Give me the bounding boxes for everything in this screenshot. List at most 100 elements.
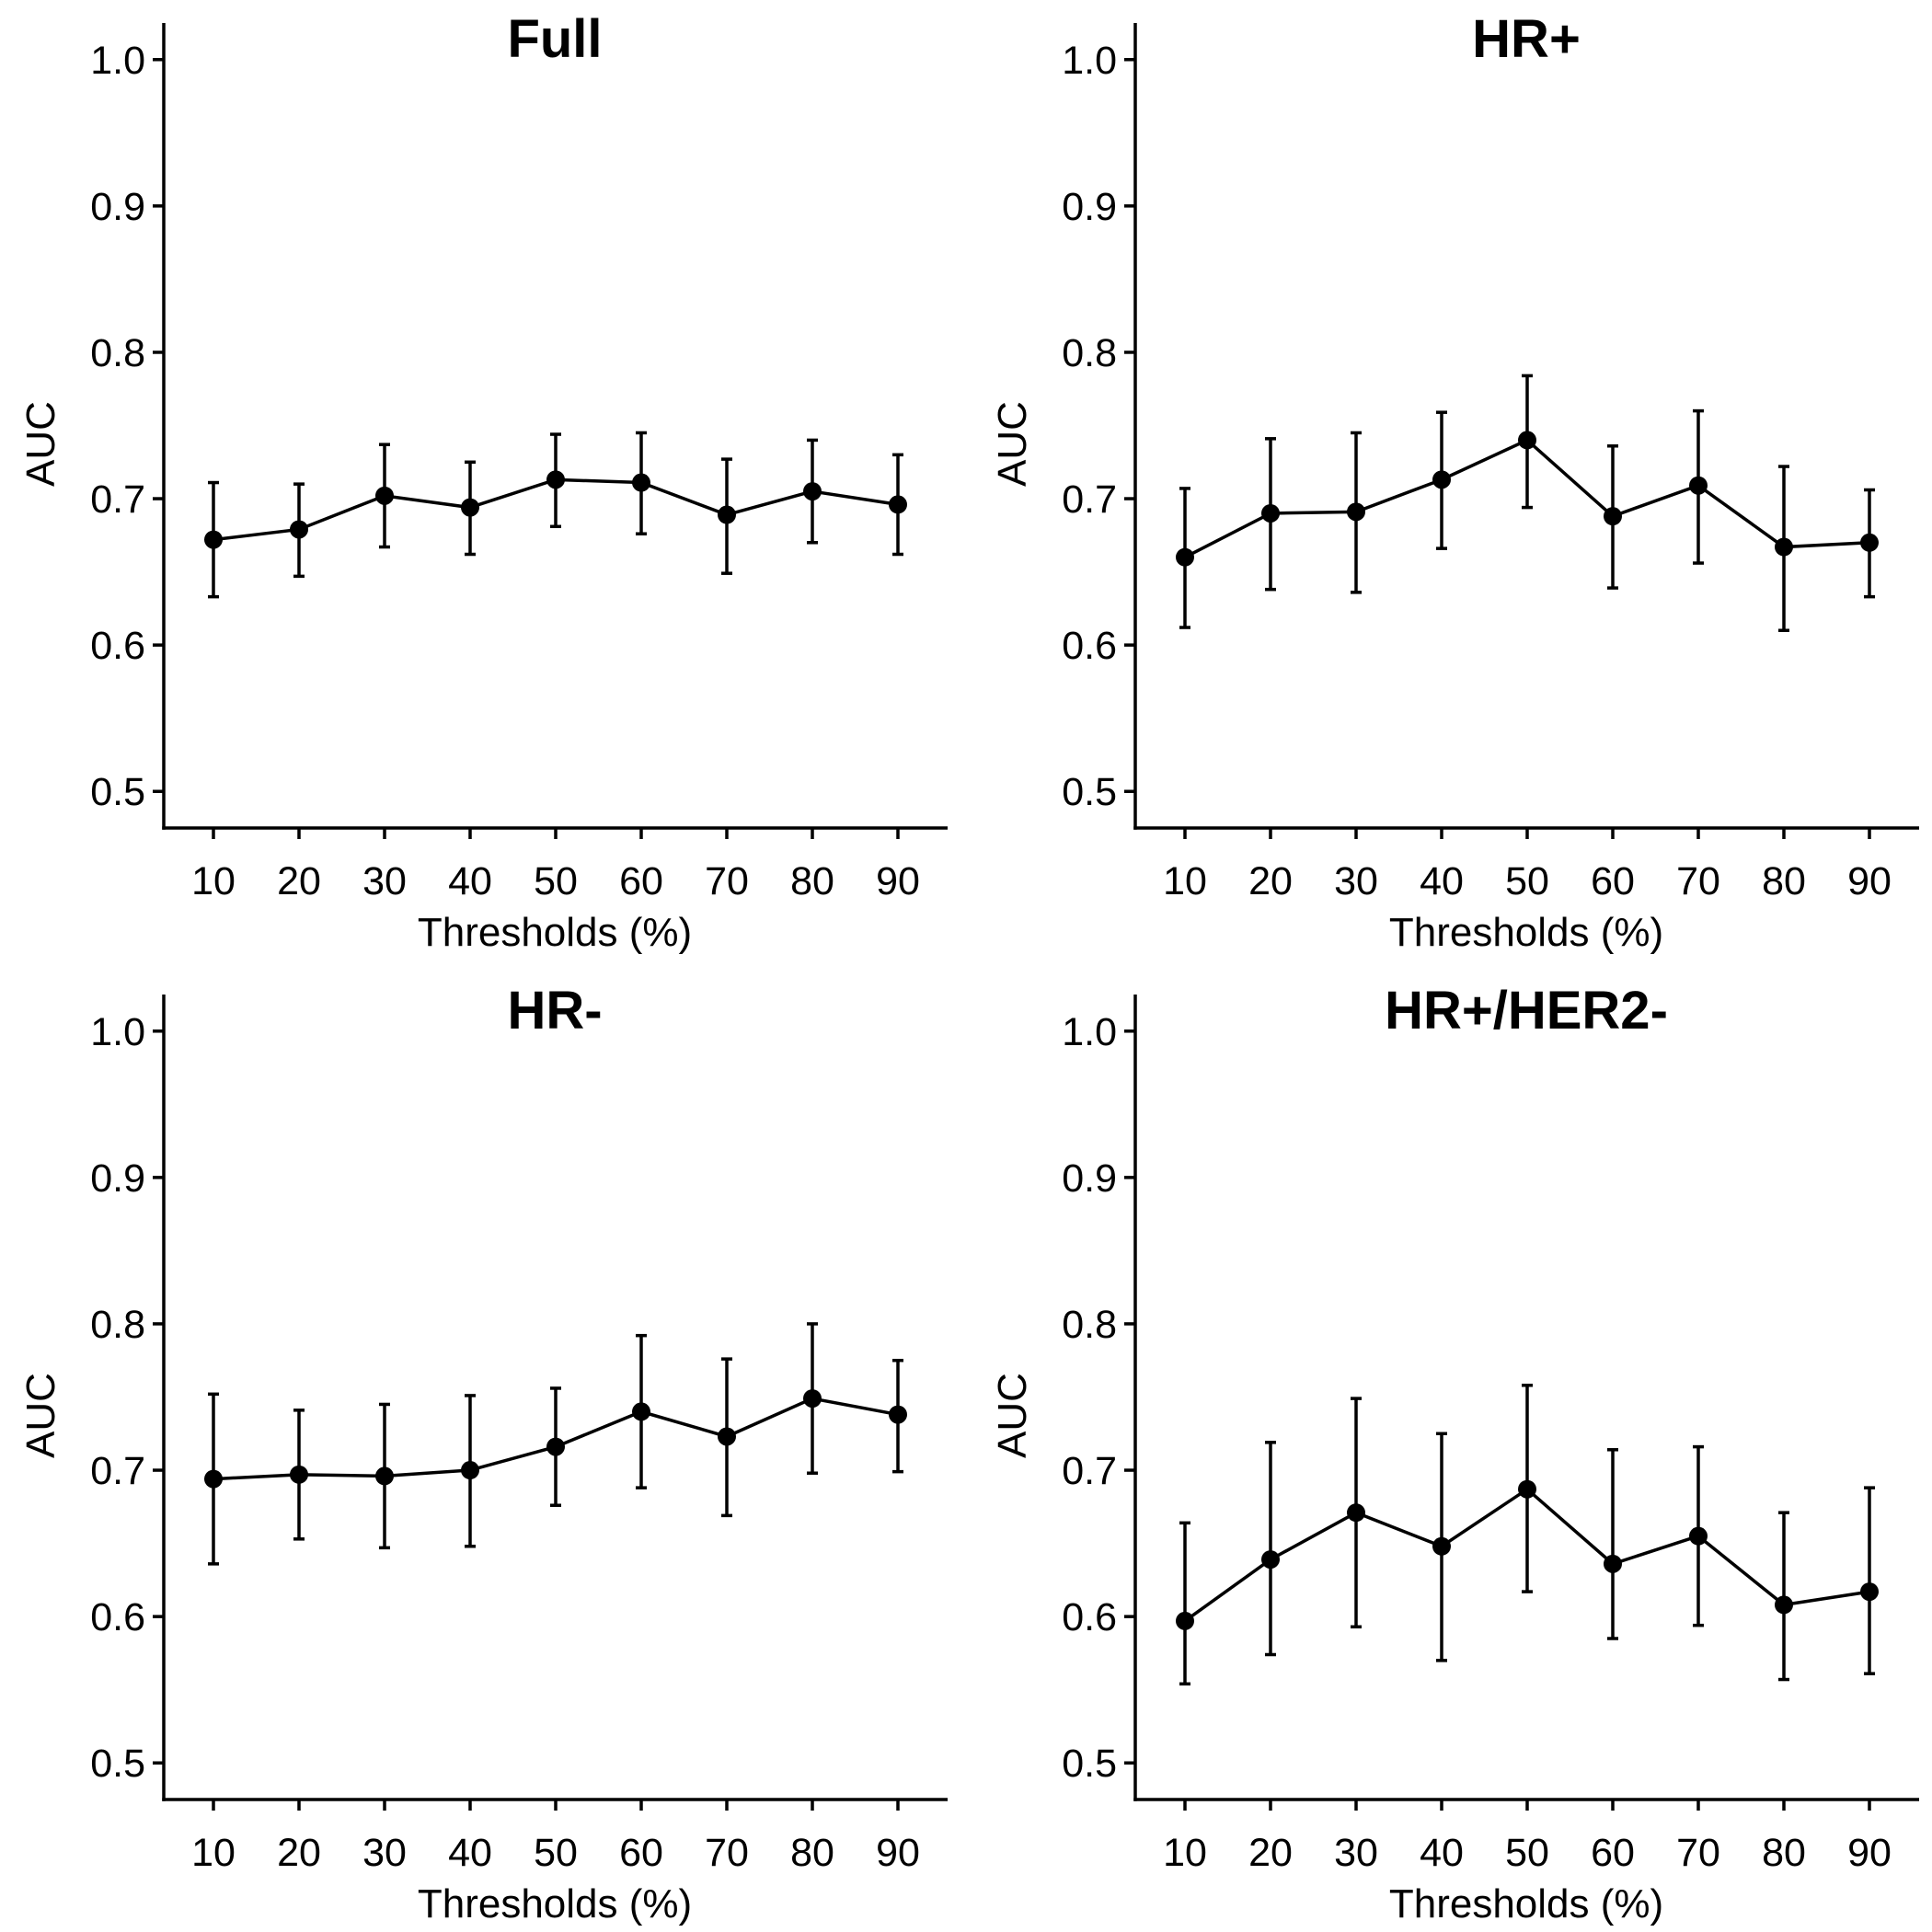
x-tick-label: 60 [619, 859, 663, 903]
data-point [546, 470, 565, 489]
x-axis-title: Thresholds (%) [1389, 910, 1663, 955]
panel-hr: HR- 0.5 0.6 0.7 0.8 0.9 1.0 10 20 30 40 50 60 70 80 90 T… [18, 981, 948, 1926]
y-tick-label: 0.8 [1062, 331, 1117, 375]
data-point [718, 505, 736, 524]
x-tick-label: 10 [1163, 1831, 1207, 1875]
data-point [1432, 470, 1451, 489]
data-point [889, 495, 907, 514]
data-point [1604, 1554, 1622, 1573]
x-tick-label: 10 [191, 859, 236, 903]
panel-hr: HR+ 0.5 0.6 0.7 0.8 0.9 1.0 10 20 30 40 50 60 70 80 90 T… [990, 9, 1919, 955]
y-tick-label: 0.9 [90, 185, 145, 229]
x-tick-label: 90 [876, 859, 920, 903]
data-point [375, 1466, 394, 1486]
x-tick-label: 30 [1334, 1831, 1378, 1875]
y-tick-label: 1.0 [1062, 1010, 1117, 1054]
data-point [1518, 1479, 1536, 1499]
y-tick-label: 0.6 [90, 1595, 145, 1639]
x-tick-label: 10 [191, 1831, 236, 1875]
x-tick-label: 70 [1676, 859, 1720, 903]
x-axis-title: Thresholds (%) [418, 910, 692, 955]
y-tick-label: 0.7 [1062, 1449, 1117, 1493]
x-tick-label: 60 [619, 1831, 663, 1875]
data-point [718, 1427, 736, 1446]
x-tick-label: 20 [1248, 1831, 1293, 1875]
x-tick-label: 60 [1591, 859, 1635, 903]
y-tick-label: 0.9 [1062, 185, 1117, 229]
y-tick-label: 0.8 [90, 1303, 145, 1347]
data-point [803, 482, 822, 501]
data-point [1775, 1595, 1793, 1615]
data-point [1860, 1582, 1879, 1602]
x-tick-label: 30 [362, 859, 407, 903]
panel-hr-her2: HR+/HER2- 0.5 0.6 0.7 0.8 0.9 1.0 10 20 30 40 50 60 7… [990, 981, 1919, 1926]
x-tick-label: 90 [1847, 859, 1892, 903]
y-tick-label: 0.5 [1062, 1742, 1117, 1786]
x-tick-label: 40 [1420, 1831, 1464, 1875]
y-tick-label: 1.0 [90, 39, 145, 83]
y-axis-title: AUC [990, 1373, 1035, 1458]
data-point [1432, 1536, 1451, 1556]
y-tick-label: 0.8 [90, 331, 145, 375]
x-tick-label: 60 [1591, 1831, 1635, 1875]
data-point [1689, 476, 1708, 495]
data-point [1176, 547, 1194, 567]
data-point [1347, 1503, 1365, 1523]
x-tick-label: 40 [448, 859, 492, 903]
data-point [1860, 533, 1879, 552]
data-point [1261, 503, 1280, 523]
x-tick-label: 80 [1762, 1831, 1806, 1875]
y-tick-label: 0.7 [90, 477, 145, 522]
y-tick-label: 0.8 [1062, 1303, 1117, 1347]
y-tick-label: 0.6 [1062, 1595, 1117, 1639]
data-point [290, 520, 308, 539]
y-tick-label: 1.0 [90, 1010, 145, 1054]
x-tick-label: 50 [1505, 1831, 1549, 1875]
x-tick-label: 50 [1505, 859, 1549, 903]
y-axis-title: AUC [18, 401, 63, 487]
y-tick-label: 0.7 [90, 1449, 145, 1493]
data-point [1261, 1550, 1280, 1570]
data-point [1604, 507, 1622, 526]
x-tick-label: 50 [534, 1831, 578, 1875]
data-point [1775, 537, 1793, 557]
x-tick-label: 90 [1847, 1831, 1892, 1875]
data-point [546, 1437, 565, 1456]
y-tick-label: 0.6 [90, 624, 145, 668]
x-tick-label: 30 [1334, 859, 1378, 903]
data-point [1176, 1611, 1194, 1630]
data-point [204, 1469, 223, 1489]
data-point [204, 530, 223, 549]
x-tick-label: 20 [277, 1831, 321, 1875]
panel-title: HR+ [1472, 9, 1581, 69]
x-tick-label: 80 [1762, 859, 1806, 903]
x-tick-label: 10 [1163, 859, 1207, 903]
panel-title: HR- [507, 981, 602, 1041]
x-tick-label: 90 [876, 1831, 920, 1875]
x-tick-label: 70 [1676, 1831, 1720, 1875]
data-point [290, 1465, 308, 1484]
y-tick-label: 1.0 [1062, 39, 1117, 83]
y-axis-title: AUC [990, 401, 1035, 487]
x-axis-title: Thresholds (%) [1389, 1881, 1663, 1926]
data-point [1689, 1526, 1708, 1546]
y-tick-label: 0.9 [90, 1156, 145, 1201]
x-tick-label: 40 [448, 1831, 492, 1875]
y-tick-label: 0.9 [1062, 1156, 1117, 1201]
y-tick-label: 0.6 [1062, 624, 1117, 668]
x-tick-label: 40 [1420, 859, 1464, 903]
panel-full: Full 0.5 0.6 0.7 0.8 0.9 1.0 10 20 30 40 50 60 70 80 90… [18, 9, 948, 955]
x-tick-label: 50 [534, 859, 578, 903]
x-tick-label: 70 [705, 859, 749, 903]
data-point [1518, 431, 1536, 450]
y-axis-title: AUC [18, 1373, 63, 1458]
data-point [632, 473, 650, 492]
data-point [461, 498, 479, 517]
data-point [1347, 502, 1365, 522]
panel-title: Full [507, 9, 602, 69]
data-point [375, 486, 394, 505]
y-tick-label: 0.5 [90, 1742, 145, 1786]
data-point [632, 1402, 650, 1421]
data-point [889, 1405, 907, 1424]
